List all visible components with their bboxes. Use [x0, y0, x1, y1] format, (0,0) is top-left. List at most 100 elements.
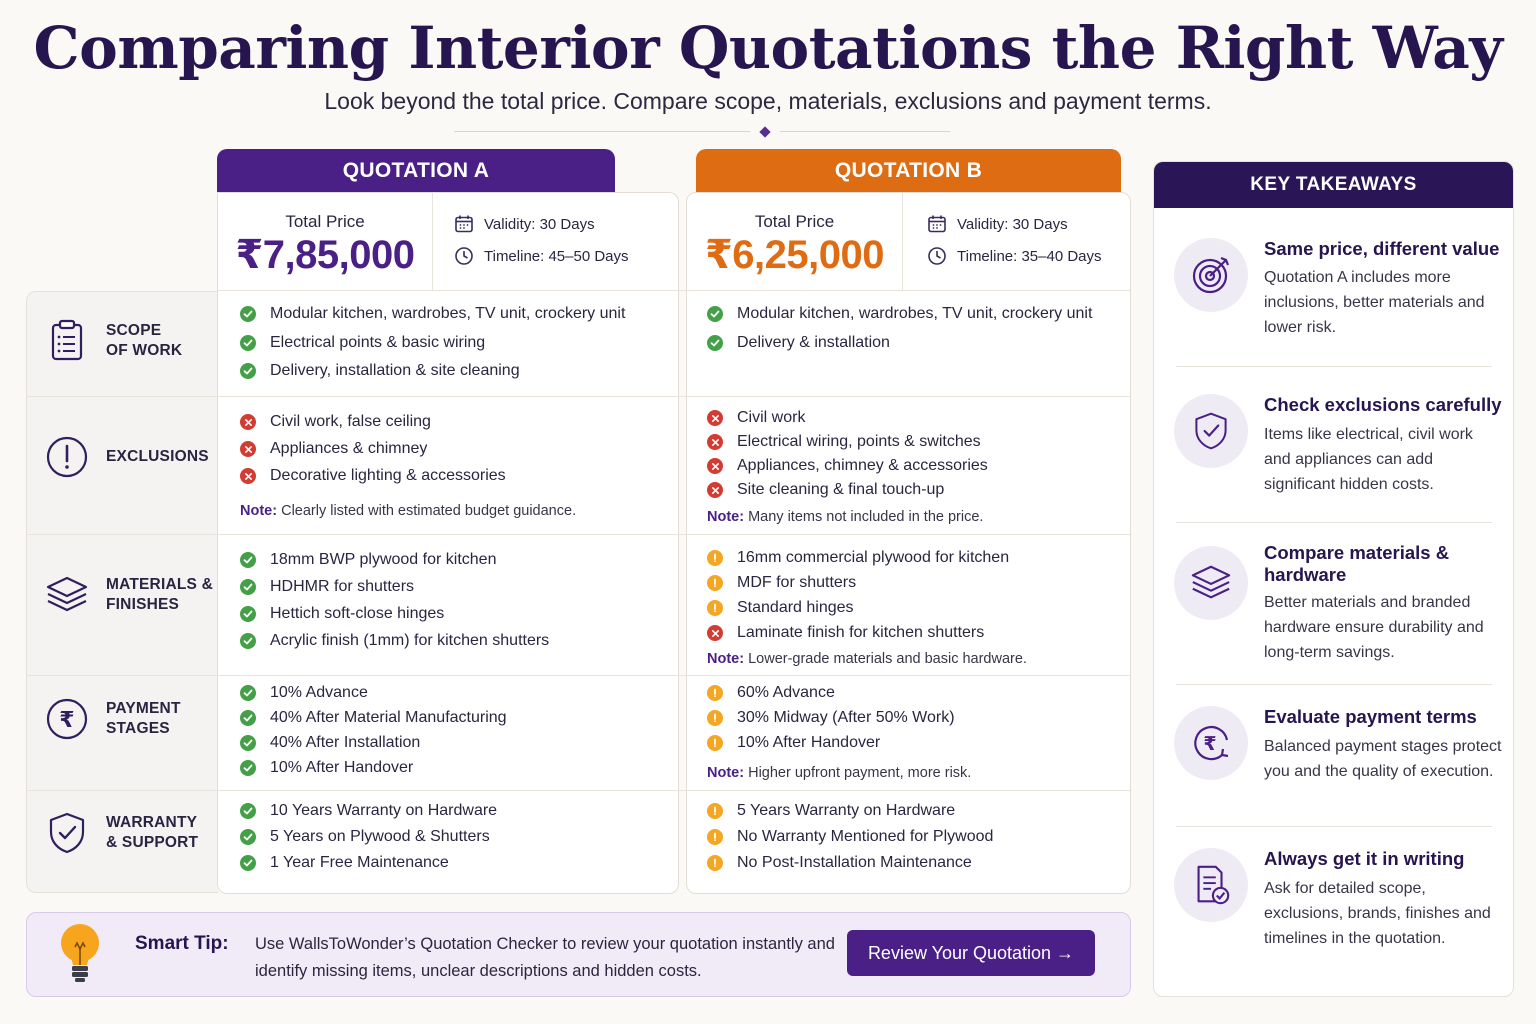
quotation-a-card — [217, 192, 679, 894]
list-item: MDF for shutters — [707, 574, 856, 592]
page-subtitle: Look beyond the total price. Compare sco… — [324, 88, 1212, 114]
list-item: Electrical points & basic wiring — [240, 334, 485, 352]
row-label-line: & SUPPORT — [106, 834, 199, 851]
cross-icon — [240, 441, 256, 457]
note-label: Note: — [707, 765, 745, 781]
takeaway-title: Compare materials & hardware — [1264, 542, 1450, 585]
list-item: Appliances & chimney — [240, 440, 427, 458]
check-icon — [240, 579, 256, 595]
takeaway-text: Balanced payment stages protect you and … — [1264, 738, 1502, 780]
list-item: 10% After Handover — [240, 759, 413, 777]
list-item: 16mm commercial plywood for kitchen — [707, 549, 1009, 567]
warning-icon — [707, 710, 723, 726]
quotation-b-validity: Validity: 30 Days — [927, 214, 1068, 234]
list-item: Modular kitchen, wardrobes, TV unit, cro… — [240, 305, 625, 323]
review-quotation-button[interactable]: Review Your Quotation → — [847, 930, 1095, 976]
row-divider — [27, 675, 1130, 676]
exclamation-circle-icon — [46, 436, 88, 478]
row-label-line: PAYMENT — [106, 700, 181, 717]
clock-icon — [928, 247, 946, 265]
list-item-text: No Post-Installation Maintenance — [737, 854, 972, 871]
check-icon — [240, 760, 256, 776]
note: Note: Higher upfront payment, more risk. — [707, 765, 971, 781]
cross-icon — [240, 414, 256, 430]
list-item-text: Civil work — [737, 409, 806, 426]
page-title: Comparing Interior Quotations the Right … — [33, 14, 1503, 82]
list-item-text: Delivery, installation & site cleaning — [270, 362, 520, 379]
list-item: Acrylic finish (1mm) for kitchen shutter… — [240, 632, 549, 650]
takeaway-divider — [1176, 522, 1492, 523]
list-item-text: 40% After Material Manufacturing — [270, 709, 507, 726]
list-item: 10 Years Warranty on Hardware — [240, 802, 497, 820]
row-label-line: WARRANTY — [106, 814, 198, 831]
list-item: HDHMR for shutters — [240, 578, 414, 596]
list-item: No Post-Installation Maintenance — [707, 854, 972, 872]
quotation-b-price: ₹6,25,000 — [704, 233, 885, 277]
list-item: 30% Midway (After 50% Work) — [707, 709, 955, 727]
quotation-a-price: ₹7,85,000 — [235, 233, 415, 277]
list-item-text: Modular kitchen, wardrobes, TV unit, cro… — [737, 305, 1093, 322]
row-label-line: MATERIALS & — [106, 576, 213, 593]
cross-icon — [240, 468, 256, 484]
svg-text:₹: ₹ — [59, 708, 75, 733]
timeline-text: Timeline: 35–40 Days — [957, 247, 1102, 265]
check-icon — [240, 855, 256, 871]
check-icon — [707, 334, 723, 351]
list-item: Appliances, chimney & accessories — [707, 457, 988, 475]
list-item-text: 10% After Handover — [270, 759, 414, 776]
list-item: Standard hinges — [707, 599, 854, 617]
takeaway-text: Items like electrical, civil work and ap… — [1264, 426, 1473, 493]
note: Note: Many items not included in the pri… — [707, 509, 983, 525]
list-item-text: 40% After Installation — [270, 734, 421, 751]
list-item-text: Civil work, false ceiling — [270, 413, 431, 430]
row-label-materials: MATERIALS & FINISHES — [44, 572, 213, 618]
warning-icon — [707, 685, 723, 701]
divider-right — [780, 131, 950, 132]
list-item-text: HDHMR for shutters — [270, 578, 415, 595]
list-item: Site cleaning & final touch-up — [707, 481, 944, 499]
clipboard-list-icon — [51, 319, 83, 361]
check-icon — [240, 334, 256, 351]
list-item: Delivery, installation & site cleaning — [240, 362, 520, 380]
cross-icon — [707, 625, 723, 641]
list-item-text: 10% Advance — [270, 684, 368, 701]
row-divider — [27, 790, 1130, 791]
smart-tip-text: Use WallsToWonder’s Quotation Checker to… — [255, 935, 835, 980]
list-item: 10% After Handover — [707, 734, 880, 752]
note-label: Note: — [240, 503, 278, 519]
takeaway-divider — [1176, 826, 1492, 827]
list-item: 1 Year Free Maintenance — [240, 854, 449, 872]
takeaway-title: Always get it in writing — [1264, 848, 1465, 869]
timeline-text: Timeline: 45–50 Days — [484, 247, 629, 265]
divider-left — [454, 131, 750, 132]
note-text: Many items not included in the price. — [748, 509, 984, 525]
takeaway-divider — [1176, 684, 1492, 685]
takeaway-title: Check exclusions carefully — [1264, 394, 1502, 415]
quotation-a-validity: Validity: 30 Days — [454, 214, 595, 234]
validity-text: Validity: 30 Days — [957, 215, 1068, 233]
list-item: Modular kitchen, wardrobes, TV unit, cro… — [707, 305, 1092, 323]
check-icon — [240, 552, 256, 568]
clock-icon — [455, 247, 473, 265]
list-item-text: Electrical wiring, points & switches — [737, 433, 981, 450]
list-item-text: 30% Midway (After 50% Work) — [737, 709, 955, 726]
list-item: 5 Years Warranty on Hardware — [707, 802, 955, 820]
list-item-text: Electrical points & basic wiring — [270, 333, 486, 351]
takeaway-divider — [1176, 366, 1492, 367]
shield-check-icon — [49, 812, 85, 854]
quotation-a-price-label: Total Price — [285, 212, 365, 231]
takeaway-title: Same price, different value — [1264, 238, 1500, 259]
quotation-b-card — [686, 192, 1131, 894]
document-check-icon — [1174, 848, 1248, 922]
list-item-text: Laminate finish for kitchen shutters — [737, 624, 985, 641]
list-item-text: Appliances & chimney — [270, 440, 428, 457]
list-item: 10% Advance — [240, 684, 368, 702]
calendar-icon — [928, 215, 946, 233]
list-item-text: 60% Advance — [737, 684, 835, 701]
list-item-text: 10 Years Warranty on Hardware — [270, 802, 498, 819]
list-item-text: 16mm commercial plywood for kitchen — [737, 549, 1010, 566]
divider-diamond — [759, 126, 771, 138]
list-item: Laminate finish for kitchen shutters — [707, 624, 984, 642]
target-icon — [1174, 238, 1248, 312]
list-item: Decorative lighting & accessories — [240, 467, 506, 485]
